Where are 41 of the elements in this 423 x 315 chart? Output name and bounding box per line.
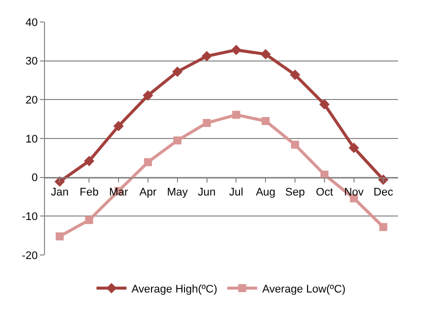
x-tick-label: May (166, 186, 188, 199)
point (84, 156, 94, 166)
y-tick-label: 40 (26, 16, 38, 29)
y-tick-label: -10 (22, 211, 38, 224)
point (144, 158, 152, 166)
point (262, 117, 270, 126)
y-tick-label: 20 (26, 94, 38, 107)
point (172, 66, 183, 77)
point (232, 110, 240, 119)
x-tick-label: Dec (374, 186, 394, 199)
point (54, 176, 65, 187)
point (379, 223, 388, 232)
x-tick-label: Oct (316, 186, 334, 199)
point (85, 216, 94, 224)
point (290, 70, 300, 80)
x-tick-label: Nov (344, 186, 364, 199)
point (142, 90, 154, 101)
x-tick-label: Aug (256, 186, 276, 199)
y-tick-label: 10 (26, 133, 38, 146)
x-tick-label: Sep (285, 186, 305, 199)
point (319, 99, 330, 110)
point (173, 136, 182, 144)
point (291, 140, 300, 149)
x-tick-label: Jun (198, 186, 216, 199)
x-tick-label: Apr (139, 186, 157, 199)
x-tick-label: Jan (50, 186, 69, 199)
point (202, 118, 211, 127)
y-tick-label: -20 (22, 250, 38, 262)
point (348, 142, 360, 154)
legend-label: Average High(ºC) (132, 283, 218, 296)
point (202, 50, 212, 62)
x-tick-label: Feb (80, 186, 99, 199)
point (56, 232, 64, 240)
y-tick-label: 30 (26, 56, 38, 68)
point (113, 120, 124, 132)
y-tick-label: 0 (32, 172, 38, 184)
point (231, 44, 242, 56)
x-tick-label: Jul (229, 186, 244, 199)
x-tick-label: Mar (109, 186, 128, 199)
point (260, 49, 271, 60)
legend-label: Average Low(ºC) (262, 283, 346, 296)
